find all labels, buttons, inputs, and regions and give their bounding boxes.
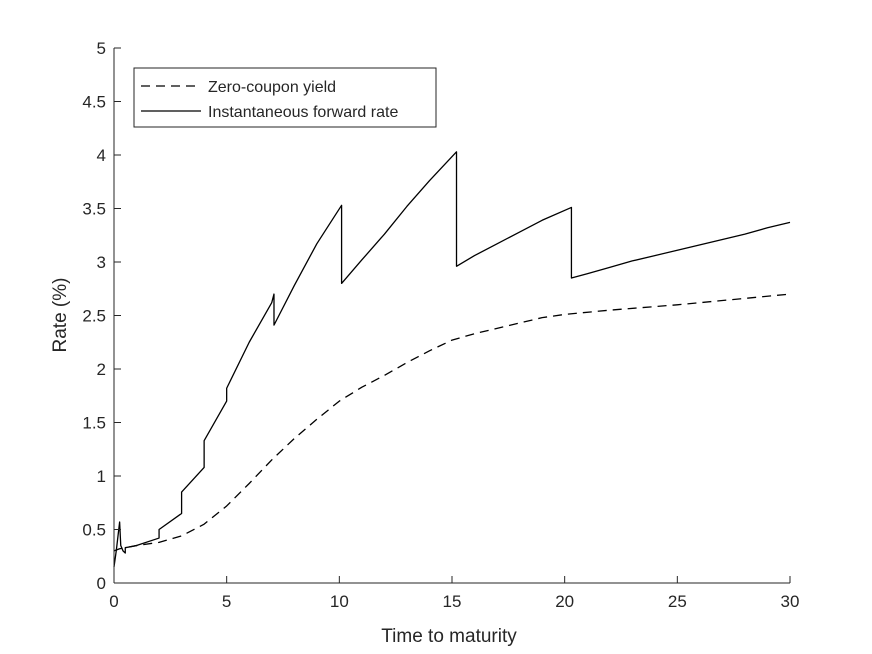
x-tick-label: 10 [330,592,349,611]
y-tick-label: 1.5 [82,414,106,433]
y-tick-label: 3.5 [82,200,106,219]
series-layer [113,151,791,568]
y-axis-label: Rate (%) [50,278,71,353]
y-tick-label: 0.5 [82,521,106,540]
x-tick-label: 5 [222,592,231,611]
y-tick-label: 2.5 [82,307,106,326]
series-line-instantaneous-forward-rate [113,151,791,568]
x-tick-label: 15 [443,592,462,611]
x-tick-label: 25 [668,592,687,611]
ticks-layer: 0 5 10 15 20 25 30 0 0.5 1 1.5 2 2.5 3 3.5 4 4.5 5 [82,39,799,611]
y-tick-label: 3 [97,253,106,272]
x-tick-label: 0 [109,592,118,611]
legend-label-instantaneous-forward-rate: Instantaneous forward rate [208,104,398,121]
legend-label-zero-coupon-yield: Zero-coupon yield [208,79,336,96]
x-axis-label: Time to maturity [381,626,517,647]
y-tick-label: 0 [97,574,106,593]
axes-layer [113,48,790,584]
x-tick-label: 30 [781,592,800,611]
legend-box [133,67,437,128]
y-tick-label: 5 [97,39,106,58]
legend: Zero-coupon yield Instantaneous forward … [133,67,437,128]
x-tick-label: 20 [555,592,574,611]
y-tick-label: 4.5 [82,93,106,112]
y-tick-label: 4 [97,146,106,165]
series-line-zero-coupon-yield [113,293,791,552]
y-tick-label: 2 [97,360,106,379]
y-tick-label: 1 [97,467,106,486]
